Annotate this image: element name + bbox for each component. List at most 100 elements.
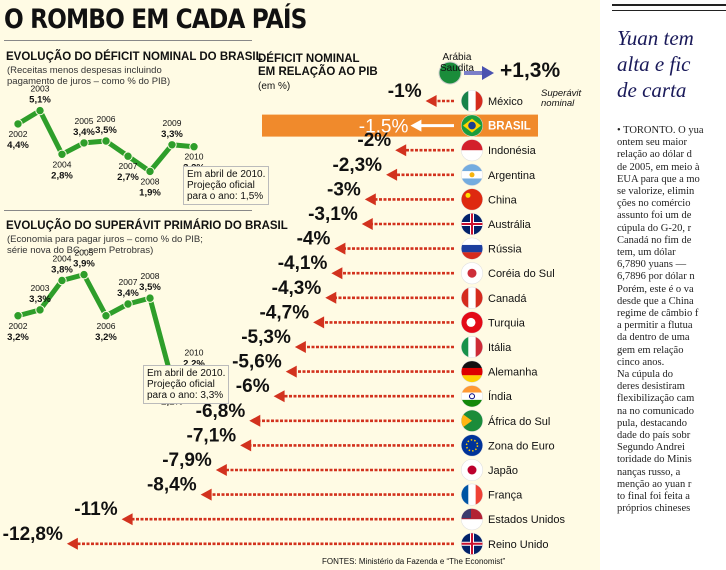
divider [4, 40, 252, 41]
flag-stripe [468, 336, 476, 358]
country-label: França [488, 490, 523, 502]
year-label: 2005 [75, 116, 94, 126]
value-label: 3,5% [95, 125, 117, 136]
bar-value-label: -6,8% [196, 401, 246, 422]
flag-fill [461, 139, 483, 161]
bar-value-label: -11% [74, 499, 117, 520]
surplus-projection-note: Em abril de 2010. Projeção oficial para … [143, 365, 230, 404]
flag-cross [461, 533, 483, 555]
article-line: próprios chineses [617, 503, 691, 515]
note-line: para o ano: 1,5% [187, 191, 264, 202]
bar-chart-unit: (em %) [258, 81, 291, 92]
article-line: cúpula do G-20, r [617, 222, 692, 234]
flag-stripe [461, 164, 483, 172]
note-line: para o ano: 3,3% [147, 390, 224, 401]
country-line: Saudita [440, 63, 474, 74]
data-point [79, 269, 89, 280]
flag-stripe [461, 392, 483, 400]
sources-credit: FONTES: Ministério da Fazenda e “The Eco… [322, 557, 506, 566]
value-label: 3,2% [7, 332, 29, 343]
bar-arrow-head [410, 119, 422, 132]
country-label: China [488, 194, 518, 206]
flag-fran-a-icon [461, 483, 483, 506]
country-label: Zona do Euro [488, 440, 555, 452]
article-line: assunto foi um de [617, 210, 692, 222]
value-label: 3,3% [29, 294, 51, 305]
flag-fill [461, 361, 483, 383]
bar-arrow-head [121, 513, 133, 526]
country-label: México [488, 96, 523, 108]
value-label: 3,3% [161, 129, 183, 140]
headline-line: Yuan tem [617, 26, 694, 50]
data-point [35, 305, 45, 315]
country-label: Turquia [488, 317, 526, 329]
value-label: 2,7% [117, 172, 139, 183]
flag-chakra [469, 393, 475, 400]
saudi-arabia-label: Arábia Saudita [440, 52, 474, 74]
subtitle-line: pagamento de juros – como % do PIB) [7, 76, 171, 87]
country-label: Argentina [488, 170, 536, 182]
title-line: DÉFICIT NOMINAL [258, 53, 360, 65]
year-label: 2010 [185, 152, 204, 162]
flag-stripe [468, 287, 476, 309]
article-line: da dentro de uma [617, 332, 690, 344]
bar-value-label: -2,3% [332, 155, 382, 176]
article-body: • TORONTO. O yua ontem seu maior relação a… [617, 125, 726, 516]
flag-stripe [475, 287, 483, 309]
flag-stripe [461, 287, 469, 309]
surplus-chart-subtitle: (Economia para pagar juros – como % do P… [7, 234, 203, 256]
deficit-projection-note: Em abril de 2010. Projeção oficial para … [183, 166, 270, 205]
bar-value-label: -1% [388, 81, 422, 102]
flag-jap-o-icon [461, 459, 483, 481]
data-point [189, 142, 199, 152]
flag--ndia-icon [461, 385, 483, 408]
flag-taeguk [467, 268, 477, 278]
bar-value-label: -4% [297, 229, 331, 250]
surplus-chart-title: EVOLUÇÃO DO SUPERÁVIT PRIMÁRIO DO BRASIL [6, 220, 288, 232]
flag-indon-sia-icon [461, 139, 483, 162]
article-line: to final foi feita a [617, 491, 690, 503]
year-label: 2008 [141, 271, 160, 281]
note-line: Em abril de 2010. [147, 368, 226, 379]
country-label: África do Sul [488, 415, 550, 428]
year-label: 2002 [9, 321, 28, 331]
article-line: cinco anos. [617, 356, 665, 368]
subtitle-line: série nova do BC - sem Petrobras) [7, 245, 154, 256]
flag-saudi-arabia-icon [438, 61, 462, 85]
flag-chevron [461, 412, 472, 429]
data-point [57, 275, 67, 286]
value-label: 2,2% [183, 359, 205, 370]
year-label: 2009 [163, 118, 182, 128]
article-line: ções no comércio [617, 198, 691, 210]
flag-fill [461, 213, 483, 235]
bar-arrow-head [285, 365, 297, 378]
data-point [101, 311, 111, 321]
flag-alemanha-icon [461, 360, 483, 383]
flag-it-lia-icon [461, 336, 483, 358]
bar-arrow-head [249, 414, 261, 427]
bar-value-label: -4,7% [259, 302, 309, 323]
flag-sun [469, 172, 475, 178]
bar-value-label: -3% [327, 179, 361, 200]
year-label: 2006 [97, 321, 116, 331]
value-label: 1,9% [139, 187, 161, 198]
value-label: 3,2% [95, 332, 117, 343]
flag-fill [461, 336, 483, 358]
article-line: dade do país sobr [617, 430, 691, 442]
article-line: regime de câmbio f [617, 308, 699, 320]
note-line: Projeção oficial [187, 180, 255, 191]
flag-stripe [461, 375, 483, 383]
title-line: EM RELAÇÃO AO PIB [258, 66, 378, 78]
note-line: Em abril de 2010. [187, 169, 266, 180]
flag-fill [461, 508, 483, 530]
bar-value-label: -2% [357, 130, 391, 151]
flag-stripe [461, 238, 483, 245]
value-label: 3,8% [51, 265, 73, 276]
subtitle-line: (Receitas menos despesas incluindo [7, 65, 162, 76]
flag-fill [461, 115, 483, 137]
positive-arrow-head [482, 66, 494, 80]
data-point [167, 140, 177, 150]
data-point [13, 119, 23, 129]
value-label: 3,9% [73, 259, 95, 270]
flag-crescent [466, 317, 476, 327]
